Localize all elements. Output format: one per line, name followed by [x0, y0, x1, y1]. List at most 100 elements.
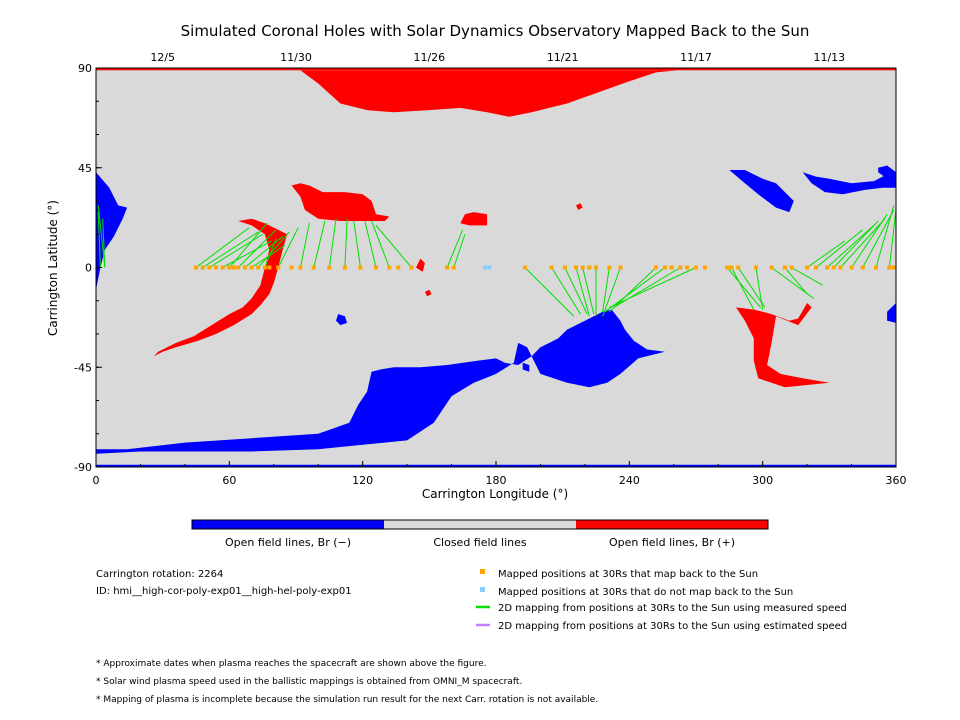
- mapped-point: [754, 265, 758, 270]
- mapped-points: [194, 265, 896, 270]
- mapping-line: [791, 267, 823, 286]
- mapping-lines: [97, 205, 897, 317]
- mapping-line: [608, 267, 657, 313]
- mapped-point: [782, 265, 787, 270]
- open-positive-region: [460, 212, 488, 226]
- open-positive-regions: [96, 68, 896, 388]
- legend-orange-square-icon: [480, 569, 485, 574]
- mapping-line: [299, 223, 310, 268]
- x-tick-label: 360: [886, 474, 907, 487]
- mapped-point: [874, 265, 878, 270]
- mapped-point: [725, 265, 730, 270]
- mapped-point: [831, 265, 836, 270]
- mapping-line: [97, 212, 101, 268]
- mapped-point: [256, 265, 261, 270]
- mapped-point: [207, 265, 212, 270]
- mapped-point: [358, 265, 363, 270]
- legend: Mapped positions at 30Rs that map back t…: [476, 569, 847, 632]
- mapped-point: [685, 265, 690, 270]
- open-negative-regions: [96, 165, 896, 467]
- y-tick-label: -90: [74, 461, 92, 474]
- mapped-point: [396, 265, 401, 270]
- y-tick-label: 90: [78, 62, 92, 75]
- mapped-point: [276, 265, 281, 270]
- mapped-point: [736, 265, 741, 270]
- mapping-line: [806, 240, 846, 268]
- date-label: 11/30: [280, 51, 312, 64]
- mapping-line: [264, 238, 277, 268]
- mapped-point: [220, 265, 225, 270]
- mapped-point: [678, 265, 683, 270]
- open-positive-region: [291, 183, 390, 221]
- x-tick-label: 240: [619, 474, 640, 487]
- legend-label-unmapped: Mapped positions at 30Rs that do not map…: [498, 587, 793, 598]
- colorbar-label-closed: Closed field lines: [433, 536, 527, 549]
- mapping-line: [726, 267, 761, 308]
- mapped-point: [231, 265, 236, 270]
- mapped-point: [860, 265, 865, 270]
- y-tick-label: -45: [74, 361, 92, 374]
- mapping-line: [840, 218, 886, 268]
- open-negative-region: [802, 172, 896, 195]
- mapping-line: [731, 267, 755, 310]
- mapped-point: [594, 265, 598, 270]
- colorbar-open-positive: [576, 520, 768, 529]
- open-negative-region: [531, 309, 665, 388]
- mapped-point: [580, 265, 585, 270]
- mapping-line: [446, 229, 464, 268]
- mapping-line: [102, 218, 106, 268]
- mapping-line: [609, 267, 697, 308]
- x-axis-label: Carrington Longitude (°): [422, 487, 568, 501]
- mapped-point: [327, 265, 332, 270]
- x-tick-label: 60: [222, 474, 236, 487]
- date-label: 11/21: [547, 51, 579, 64]
- mapped-point: [409, 265, 414, 270]
- mapping-line: [237, 229, 277, 268]
- mapped-point: [214, 265, 218, 270]
- mapping-line: [755, 267, 764, 310]
- open-negative-region: [96, 172, 128, 290]
- date-label: 11/26: [413, 51, 445, 64]
- mapping-line: [97, 205, 106, 268]
- mapped-point: [618, 265, 623, 270]
- mapped-point: [194, 265, 198, 270]
- mapping-line: [371, 220, 390, 268]
- mapped-point: [374, 265, 378, 270]
- open-negative-region: [336, 314, 348, 326]
- open-negative-region: [522, 362, 530, 372]
- note-dates: * Approximate dates when plasma reaches …: [96, 659, 487, 669]
- mapping-line: [602, 267, 610, 312]
- mapping-line: [209, 233, 263, 268]
- mapped-point: [805, 265, 810, 270]
- mapped-point: [236, 265, 241, 270]
- mapped-point: [849, 265, 854, 270]
- mapped-point: [387, 265, 392, 270]
- date-label: 11/13: [813, 51, 845, 64]
- mapped-point: [669, 265, 674, 270]
- mapping-line: [453, 234, 466, 268]
- legend-label-mapped: Mapped positions at 30Rs that map back t…: [498, 569, 758, 580]
- unmapped-point: [482, 265, 487, 270]
- mapping-line: [364, 220, 377, 268]
- mapping-line: [582, 267, 595, 315]
- mapping-line: [313, 220, 326, 268]
- mapping-line: [277, 227, 299, 268]
- open-positive-region: [424, 289, 432, 297]
- mapping-line: [202, 231, 259, 268]
- mapped-point: [298, 265, 303, 270]
- open-positive-region: [576, 203, 583, 210]
- mapping-line: [353, 220, 361, 268]
- top-date-labels: 12/5 11/30 11/26 11/21 11/17 11/13: [150, 51, 845, 73]
- colorbar-frame: [191, 519, 769, 530]
- plot-area: [95, 67, 897, 468]
- mapped-point: [562, 265, 567, 270]
- mapping-line: [737, 267, 766, 308]
- mapped-point: [549, 265, 554, 270]
- date-label: 12/5: [150, 51, 175, 64]
- mapped-point: [289, 265, 294, 270]
- mapped-point: [522, 265, 527, 270]
- mapped-point: [838, 265, 843, 270]
- mapped-point: [574, 265, 578, 270]
- unmapped-point: [487, 265, 492, 270]
- mapped-point: [825, 265, 830, 270]
